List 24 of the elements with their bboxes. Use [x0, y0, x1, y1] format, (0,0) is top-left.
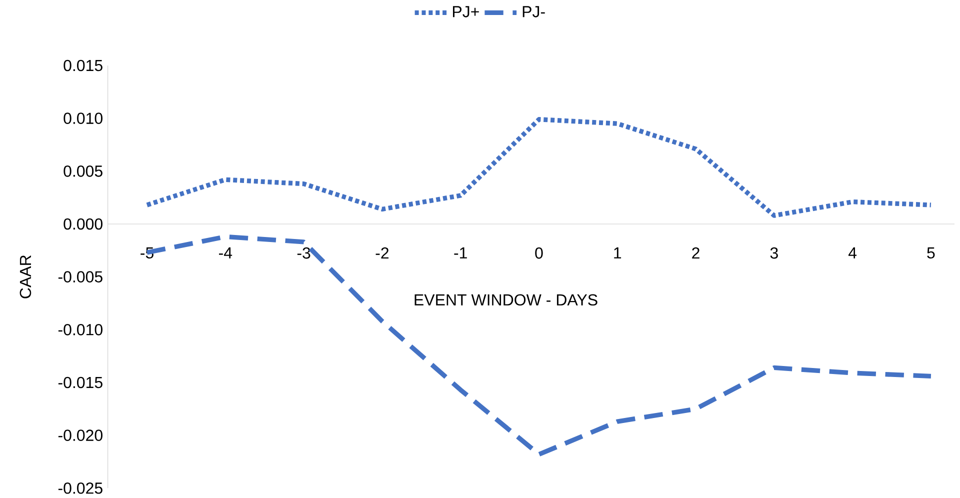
y-tick-label: -0.010 — [58, 324, 102, 336]
x-tick-label: 2 — [692, 247, 700, 258]
x-tick-label: -4 — [219, 247, 232, 258]
x-tick-label: -3 — [297, 247, 310, 259]
y-tick-label: 0.015 — [64, 60, 102, 72]
x-tick-label: 5 — [927, 247, 935, 258]
line-series — [144, 116, 934, 218]
x-axis-title: EVENT WINDOW - DAYS — [414, 294, 598, 306]
y-tick-label: -0.005 — [58, 271, 102, 282]
y-tick-label: -0.015 — [58, 376, 102, 388]
x-tick-label: 3 — [770, 247, 778, 259]
x-tick-label: -1 — [454, 247, 467, 258]
x-tick-label: 4 — [848, 247, 857, 258]
y-tick-label: 0.010 — [64, 112, 102, 124]
x-tick-label: 1 — [614, 247, 622, 258]
y-tick-label: -0.020 — [58, 430, 102, 441]
y-tick-label: -0.025 — [58, 482, 102, 494]
y-tick-label: 0.000 — [64, 218, 102, 230]
y-tick-label: 0.005 — [64, 165, 102, 177]
legend-label: PJ- — [522, 6, 545, 18]
legend-label: PJ+ — [452, 6, 479, 18]
y-axis-title: CAAR — [20, 255, 32, 298]
x-tick-label: 0 — [535, 247, 543, 259]
x-tick-label: -2 — [376, 247, 388, 258]
